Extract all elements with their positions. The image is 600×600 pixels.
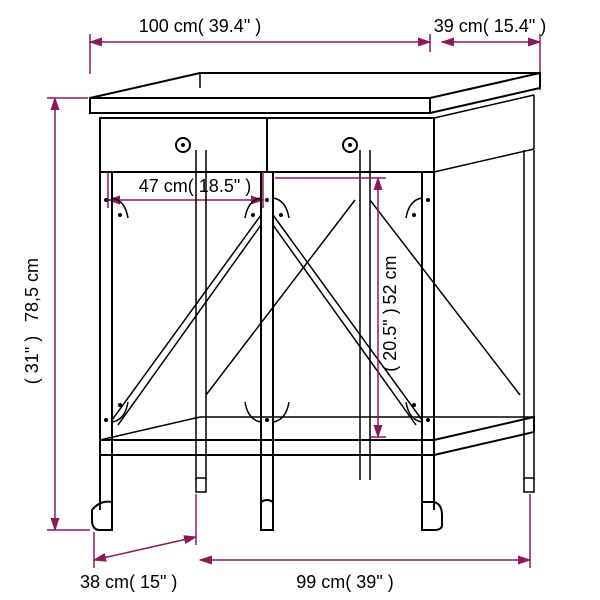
dim-label: ( 20.5" ) [380, 308, 400, 371]
drawer-panel [100, 95, 534, 172]
dim-label: ( 31" ) [22, 336, 42, 384]
dim-label: 39 cm( 15.4" ) [434, 16, 546, 36]
dim-label: 100 cm( 39.4" ) [139, 16, 261, 36]
table-top [90, 73, 540, 113]
dim-bottom-width: 99 cm( 39" ) [200, 494, 530, 592]
dim-label: 99 cm( 39" ) [296, 572, 393, 592]
dim-foot-depth: 38 cm( 15" ) [80, 494, 196, 592]
dim-label: 38 cm( 15" ) [80, 572, 177, 592]
dim-drawer-width: 47 cm( 18.5" ) [108, 172, 263, 208]
dim-inner-height: 52 cm ( 20.5" ) [275, 178, 400, 437]
dim-label: 78,5 cm [22, 258, 42, 322]
dim-top-width: 100 cm( 39.4" ) [90, 16, 430, 74]
furniture-dimension-diagram: 100 cm( 39.4" ) 39 cm( 15.4" ) 47 cm( 18… [0, 0, 600, 600]
dim-label: 52 cm [380, 255, 400, 304]
dim-top-depth: 39 cm( 15.4" ) [434, 16, 546, 90]
dim-total-height: 78,5 cm ( 31" ) [22, 98, 90, 530]
dim-label: 47 cm( 18.5" ) [139, 176, 251, 196]
cross-braces [112, 200, 520, 425]
lower-shelf [100, 417, 534, 455]
